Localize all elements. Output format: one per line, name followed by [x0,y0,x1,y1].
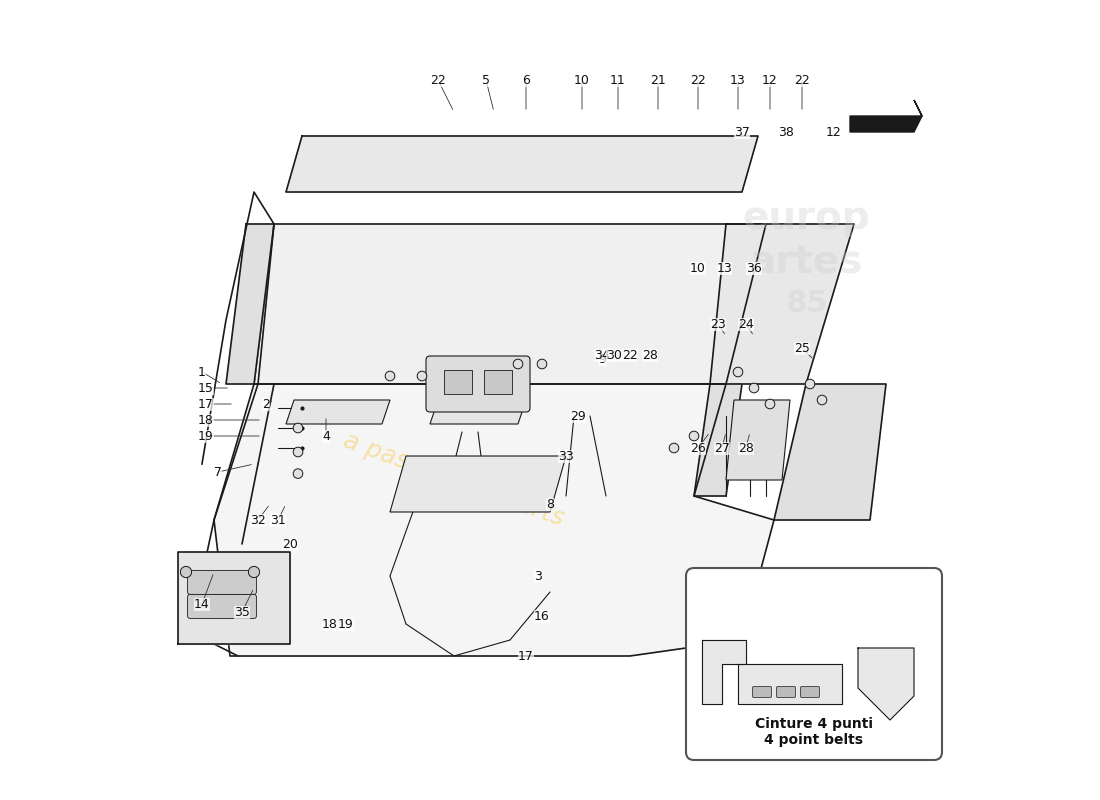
Polygon shape [694,384,743,496]
Polygon shape [710,224,854,384]
Polygon shape [390,456,566,512]
Polygon shape [726,400,790,480]
FancyBboxPatch shape [752,686,771,698]
Text: 38: 38 [778,126,794,138]
FancyBboxPatch shape [484,370,512,394]
Circle shape [249,566,260,578]
Text: 20: 20 [282,538,298,550]
Text: 34: 34 [594,350,609,362]
FancyBboxPatch shape [188,570,256,594]
Text: 15: 15 [198,382,213,394]
Text: 37: 37 [734,126,750,138]
Text: 19: 19 [338,618,354,630]
Text: 12: 12 [762,74,778,86]
Text: 35: 35 [234,606,250,618]
Text: 28: 28 [642,350,658,362]
Text: europ
artes: europ artes [742,199,870,281]
Circle shape [537,359,547,369]
Text: 3: 3 [535,570,542,582]
Text: 27: 27 [714,442,730,454]
Circle shape [385,371,395,381]
FancyBboxPatch shape [444,370,472,394]
FancyBboxPatch shape [188,594,256,618]
Text: 16: 16 [535,610,550,622]
Text: 17: 17 [518,650,534,662]
Text: 7: 7 [214,466,222,478]
Circle shape [734,367,742,377]
Text: 11: 11 [610,74,626,86]
Text: 17: 17 [198,398,213,410]
Text: 19: 19 [198,430,213,442]
Polygon shape [430,400,526,424]
Text: 22: 22 [430,74,446,86]
Circle shape [805,379,815,389]
Polygon shape [850,100,922,132]
Text: 10: 10 [574,74,590,86]
Text: 18: 18 [198,414,213,426]
Circle shape [669,443,679,453]
Circle shape [766,399,774,409]
Polygon shape [286,400,390,424]
Text: 85: 85 [784,290,827,318]
Polygon shape [254,224,766,384]
Polygon shape [858,648,914,720]
Text: 22: 22 [623,350,638,362]
Text: 22: 22 [690,74,706,86]
FancyBboxPatch shape [426,356,530,412]
Text: 2: 2 [262,398,270,410]
Circle shape [294,447,302,457]
Polygon shape [178,552,290,644]
Circle shape [180,566,191,578]
Circle shape [817,395,827,405]
Circle shape [514,359,522,369]
Text: 36: 36 [746,262,762,274]
Circle shape [749,383,759,393]
Text: 30: 30 [606,350,621,362]
Text: 29: 29 [570,410,586,422]
Text: 23: 23 [711,318,726,330]
Text: 21: 21 [650,74,666,86]
Text: 10: 10 [690,262,706,274]
Text: 9: 9 [598,354,606,366]
FancyBboxPatch shape [686,568,942,760]
Text: 31: 31 [271,514,286,526]
Text: 12: 12 [826,126,842,138]
Polygon shape [214,384,774,656]
Text: 1: 1 [198,366,206,378]
Polygon shape [226,224,274,384]
FancyBboxPatch shape [801,686,820,698]
Text: 4: 4 [322,430,330,442]
Polygon shape [738,664,842,704]
Text: 5: 5 [482,74,490,86]
Text: 18: 18 [322,618,338,630]
Text: 13: 13 [730,74,746,86]
Polygon shape [774,384,886,520]
Text: 14: 14 [194,598,210,610]
Text: 26: 26 [690,442,706,454]
Circle shape [294,469,302,478]
Text: 8: 8 [546,498,554,510]
Text: 6: 6 [522,74,530,86]
Text: 22: 22 [794,74,810,86]
Polygon shape [702,640,746,704]
Text: 25: 25 [794,342,810,354]
Text: 32: 32 [250,514,266,526]
Circle shape [417,371,427,381]
Text: Cinture 4 punti
4 point belts: Cinture 4 punti 4 point belts [755,717,873,747]
Text: 13: 13 [716,262,733,274]
Text: 28: 28 [738,442,754,454]
FancyBboxPatch shape [777,686,795,698]
Circle shape [690,431,698,441]
Text: 24: 24 [738,318,754,330]
Polygon shape [286,136,758,192]
Circle shape [294,423,302,433]
Text: 33: 33 [558,450,574,462]
Text: a passion for parts: a passion for parts [340,429,568,531]
